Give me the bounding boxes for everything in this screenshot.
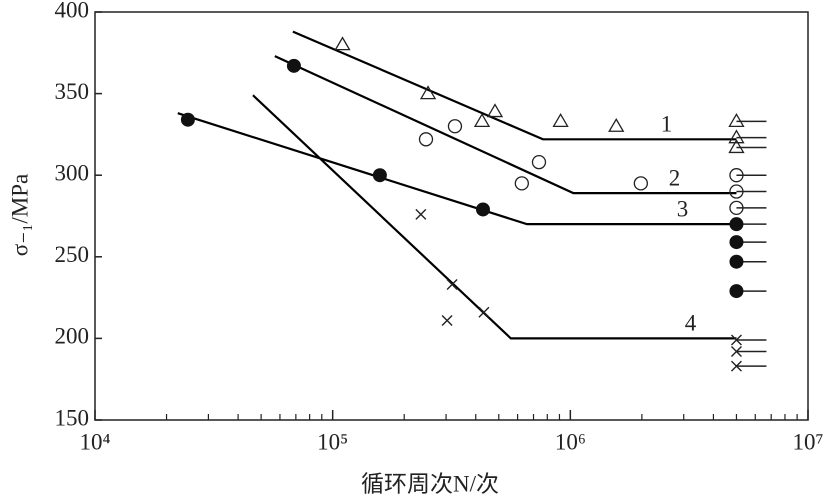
x-tick-label: 10⁴ [79, 429, 110, 454]
x-marker [446, 279, 458, 291]
x-axis-label: 循环周次N/次 [361, 471, 499, 496]
y-tick-label: 200 [55, 324, 90, 349]
x-marker [730, 334, 742, 346]
line-label: 4 [685, 311, 697, 336]
triangle-marker [728, 139, 745, 154]
circle-marker [633, 176, 648, 191]
triangle-marker [552, 113, 569, 127]
filled-circle-marker [475, 202, 490, 217]
triangle-marker [728, 113, 745, 127]
circle-marker [729, 184, 744, 199]
filled-circle-marker [729, 217, 744, 232]
y-tick-label: 400 [55, 0, 90, 22]
x-marker [478, 306, 490, 318]
circle-marker [418, 132, 434, 147]
triangle-marker [419, 85, 437, 100]
x-tick-label: 10⁵ [317, 429, 348, 454]
triangle-marker [486, 103, 504, 118]
line-label: 2 [669, 165, 681, 190]
circle-marker [729, 200, 744, 215]
circle-marker [729, 168, 744, 183]
fit-line [252, 94, 737, 340]
y-tick-label: 300 [55, 160, 90, 185]
triangle-marker [728, 129, 745, 144]
line-label: 1 [661, 112, 673, 137]
triangle-marker [473, 113, 491, 127]
filled-circle-marker [729, 284, 744, 299]
triangle-marker [334, 36, 351, 51]
filled-circle-marker [180, 112, 195, 127]
x-marker [730, 360, 742, 372]
y-tick-label: 250 [55, 242, 90, 267]
x-tick-label: 10⁷ [792, 429, 823, 454]
fit-line [292, 30, 737, 141]
triangle-marker [608, 117, 625, 132]
filled-circle-marker [729, 254, 744, 269]
fit-line [274, 55, 737, 195]
filled-circle-marker [372, 168, 387, 183]
y-tick-label: 150 [55, 405, 90, 430]
x-marker [415, 208, 427, 220]
filled-circle-marker [286, 58, 301, 73]
circle-marker [514, 176, 529, 191]
x-marker [441, 314, 453, 326]
line-label: 3 [677, 196, 689, 221]
circle-marker [447, 119, 463, 134]
y-tick-label: 350 [55, 79, 90, 104]
circle-marker [531, 154, 547, 170]
x-tick-label: 10⁶ [555, 429, 586, 454]
fit-line [177, 112, 737, 226]
filled-circle-marker [729, 235, 744, 250]
y-axis-label: σ₋₁/MPa [7, 174, 32, 256]
plot-frame [94, 11, 809, 421]
x-marker [730, 345, 742, 357]
